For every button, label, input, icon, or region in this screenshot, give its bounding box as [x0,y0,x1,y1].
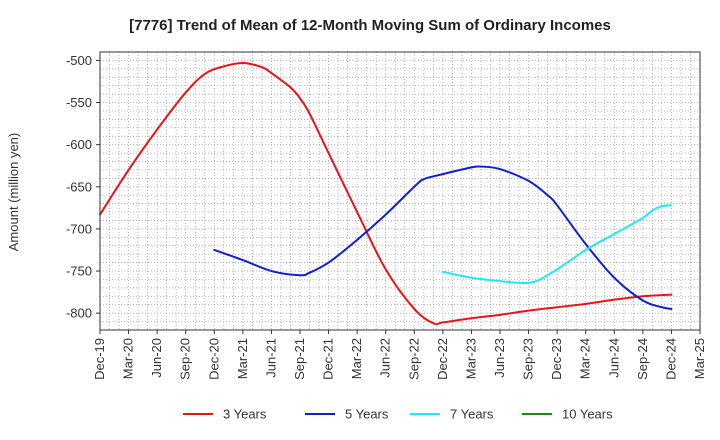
y-axis-label: Amount (million yen) [6,133,21,252]
y-tick-label: -650 [66,179,92,194]
series-line-5-years [213,165,673,310]
x-tick-label: Mar-21 [235,338,250,379]
x-tick-label: Jun-24 [606,338,621,378]
y-tick-label: -750 [66,264,92,279]
x-tick-label: Jun-21 [263,338,278,378]
y-tick-label: -700 [66,221,92,236]
x-tick-label: Mar-20 [121,338,136,379]
plot-area [99,51,701,331]
chart-title: [7776] Trend of Mean of 12-Month Moving … [129,17,611,34]
x-tick-label: Sep-20 [178,338,193,380]
plot-border [99,51,701,331]
y-ticks: -500 -550 -600 -650 -700 -750 -800 [66,53,100,321]
plot-frame [100,52,700,330]
y-tick-label: -550 [66,95,92,110]
series-line-3-years [99,61,673,326]
y-tick-label: -600 [66,137,92,152]
series-layer [99,61,673,326]
x-tick-label: Sep-22 [406,338,421,380]
x-tick-label: Dec-24 [663,338,678,380]
y-tick-label: -800 [66,306,92,321]
x-tick-label: Dec-20 [206,338,221,380]
x-tick-label: Dec-23 [549,338,564,380]
x-tick-label: Jun-22 [378,338,393,378]
x-ticks: Dec-19 Mar-20 Jun-20 Sep-20 Dec-20 Mar-21 Jun-… [92,330,707,380]
x-tick-label: Dec-22 [435,338,450,380]
x-tick-label: Dec-21 [321,338,336,380]
x-tick-label: Mar-23 [463,338,478,379]
legend-label-7-years: 7 Years [450,407,494,422]
legend: 3 Years 5 Years 7 Years 10 Years [183,407,613,422]
legend-label-5-years: 5 Years [345,407,389,422]
x-tick-label: Sep-21 [292,338,307,380]
x-tick-label: Mar-22 [349,338,364,379]
legend-label-3-years: 3 Years [223,407,267,422]
x-tick-label: Mar-24 [578,338,593,379]
x-tick-label: Sep-23 [521,338,536,380]
legend-label-10-years: 10 Years [562,407,613,422]
grid [100,51,700,330]
x-tick-label: Mar-25 [692,338,707,379]
x-tick-label: Jun-20 [149,338,164,378]
x-tick-label: Dec-19 [92,338,107,380]
y-tick-label: -500 [66,53,92,68]
series-line-7-years [441,204,673,285]
x-tick-label: Jun-23 [492,338,507,378]
x-tick-label: Sep-24 [635,338,650,380]
